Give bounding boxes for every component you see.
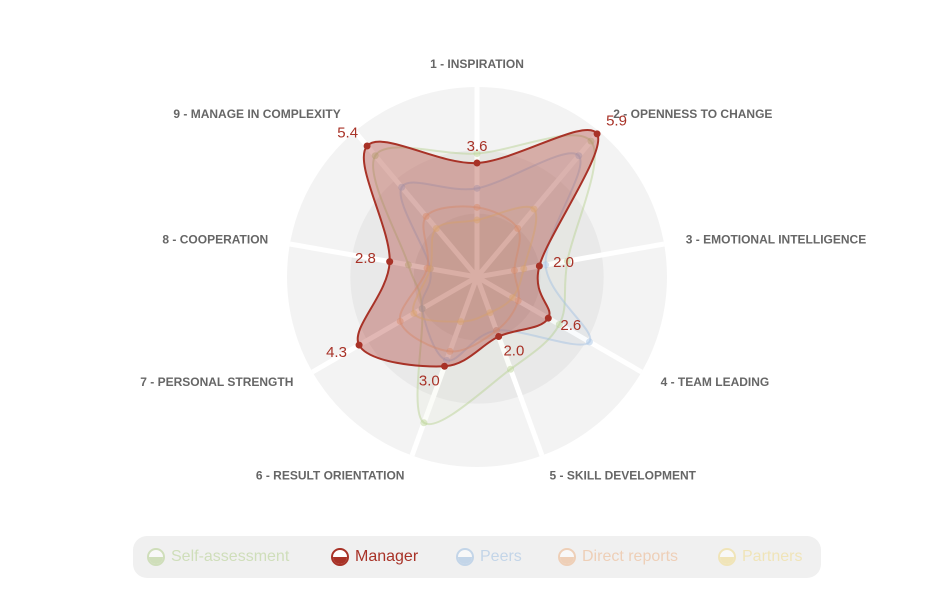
data-point	[575, 152, 583, 160]
data-point	[473, 159, 481, 167]
data-point	[386, 258, 394, 266]
data-point	[423, 264, 431, 272]
data-point	[542, 261, 550, 269]
data-point	[441, 362, 449, 370]
axis-spoke	[476, 241, 665, 280]
data-point	[420, 419, 428, 427]
legend-icon-fill	[720, 557, 734, 564]
data-point	[418, 305, 426, 313]
legend-label: Peers	[480, 548, 522, 565]
legend-icon-fill	[149, 557, 163, 564]
data-point	[404, 261, 412, 269]
data-point	[422, 212, 430, 220]
data-point	[473, 184, 481, 192]
axis-spoke	[474, 276, 545, 457]
data-point	[410, 309, 418, 317]
category-label: 6 - RESULT ORIENTATION	[256, 468, 405, 482]
data-point	[426, 265, 434, 273]
data-point	[457, 318, 465, 326]
legend-item[interactable]: Direct reports	[558, 548, 678, 566]
category-label: 4 - TEAM LEADING	[661, 375, 770, 389]
series-area	[356, 128, 600, 368]
data-point	[473, 216, 481, 224]
legend-item[interactable]: Manager	[331, 548, 419, 566]
axis-spoke	[475, 129, 602, 279]
data-point	[443, 356, 451, 364]
category-label: 9 - MANAGE IN COMPLEXITY	[173, 107, 340, 121]
axis-spoke	[311, 274, 479, 375]
series-area	[399, 152, 592, 362]
data-point	[520, 265, 528, 273]
data-point	[446, 347, 454, 355]
data-point	[355, 341, 363, 349]
data-point	[544, 314, 552, 322]
data-point	[514, 297, 522, 305]
data-point	[535, 262, 543, 270]
data-point	[426, 265, 434, 273]
data-point	[507, 365, 515, 373]
legend-icon-fill	[458, 557, 472, 564]
axis-spoke	[352, 129, 479, 279]
legend-label: Self-assessment	[171, 548, 290, 565]
legend-background	[133, 536, 821, 578]
data-label: 2.6	[560, 317, 581, 334]
data-point	[486, 309, 494, 317]
data-point	[418, 305, 426, 313]
data-point	[432, 224, 440, 232]
category-label: 5 - SKILL DEVELOPMENT	[550, 468, 697, 482]
series-area	[372, 134, 596, 426]
data-point	[555, 321, 563, 328]
data-point	[492, 327, 500, 335]
data-label: 3.6	[467, 138, 488, 155]
legend-icon-fill	[333, 557, 347, 564]
data-label: 5.9	[606, 113, 627, 130]
legend-label: Direct reports	[582, 548, 678, 565]
category-label: 7 - PERSONAL STRENGTH	[140, 375, 293, 389]
data-point	[510, 266, 518, 274]
data-label: 3.0	[419, 372, 440, 389]
category-label: 1 - INSPIRATION	[430, 57, 524, 71]
data-point	[563, 257, 571, 265]
legend-item[interactable]: Self-assessment	[147, 548, 290, 566]
data-point	[585, 338, 593, 346]
data-point	[396, 317, 404, 325]
axis-spoke	[475, 274, 643, 375]
data-point	[495, 333, 503, 341]
data-label: 2.8	[355, 250, 376, 267]
data-point	[492, 327, 500, 335]
data-point	[473, 150, 481, 157]
series-area	[398, 205, 521, 353]
data-point	[473, 203, 481, 211]
series-area	[412, 205, 538, 323]
legend-icon-fill	[560, 557, 574, 564]
data-label: 4.3	[326, 344, 347, 361]
data-point	[509, 294, 517, 302]
legend-label: Manager	[355, 548, 419, 565]
data-point	[593, 130, 601, 138]
data-point	[530, 205, 538, 213]
data-point	[398, 183, 406, 191]
data-point	[514, 224, 522, 232]
data-point	[587, 137, 595, 145]
data-point	[363, 142, 371, 150]
data-label: 5.4	[337, 125, 358, 142]
data-label: 2.0	[553, 254, 574, 271]
data-label: 2.0	[503, 343, 524, 360]
category-label: 8 - COOPERATION	[162, 232, 268, 246]
axis-spoke	[289, 241, 478, 280]
legend-item[interactable]: Partners	[718, 548, 802, 566]
legend-item[interactable]: Peers	[456, 548, 522, 566]
data-point	[371, 152, 379, 160]
category-label: 2 - OPENNESS TO CHANGE	[613, 107, 772, 121]
legend-label: Partners	[742, 548, 802, 565]
category-label: 3 - EMOTIONAL INTELLIGENCE	[686, 232, 866, 246]
